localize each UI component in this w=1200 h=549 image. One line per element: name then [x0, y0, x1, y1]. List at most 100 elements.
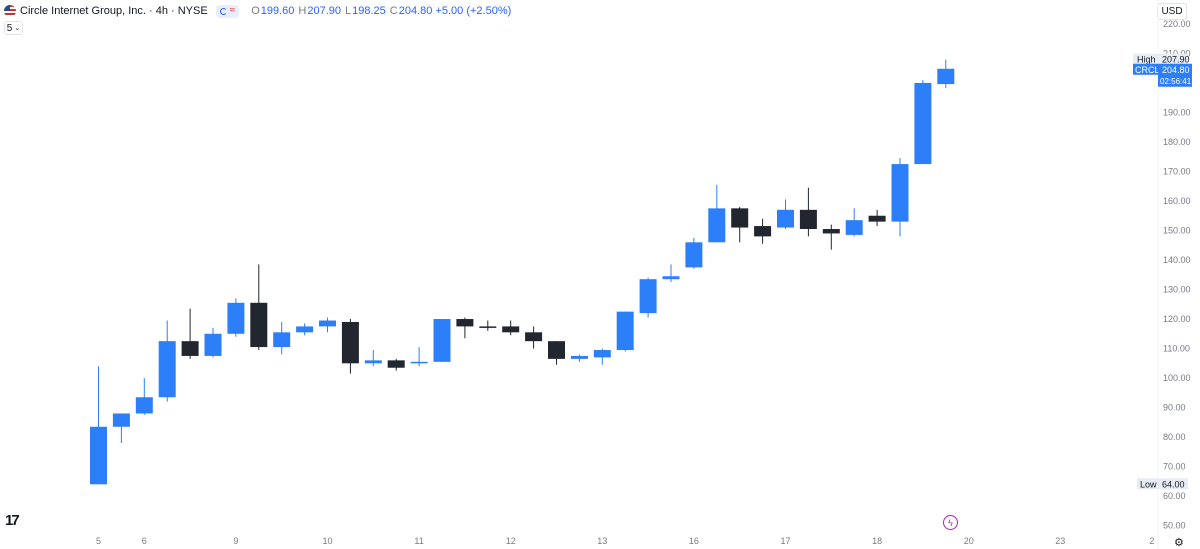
y-tick-label: 110.00 [1163, 344, 1190, 354]
chevron-down-icon: ⌄ [14, 25, 21, 32]
y-tick-label: 180.00 [1163, 137, 1191, 147]
candle-body[interactable] [593, 350, 611, 358]
candle-body[interactable] [227, 302, 245, 334]
y-tick-label: 140.00 [1163, 255, 1191, 265]
candle-body[interactable] [135, 397, 153, 414]
y-tick-label: 50.00 [1163, 521, 1186, 531]
candle-body[interactable] [914, 82, 932, 165]
compare-pill[interactable]: ≈ [215, 4, 240, 18]
countdown-label: 02:56:41 [1160, 77, 1192, 86]
tradingview-logo: 17 [5, 512, 20, 529]
last-symbol-label: CRCL [1135, 65, 1160, 75]
high-label: H [298, 5, 307, 17]
candle-body[interactable] [364, 360, 382, 364]
candle-body[interactable] [204, 333, 222, 356]
candle-body[interactable] [502, 326, 520, 333]
low-price-label: 64.00 [1162, 479, 1185, 489]
y-tick-label: 90.00 [1163, 403, 1186, 413]
interval-selector[interactable]: 5 ⌄ [4, 21, 23, 35]
candle-body[interactable] [250, 302, 268, 348]
candle-body[interactable] [799, 209, 817, 230]
y-tick-label: 220.00 [1163, 19, 1191, 29]
candle-body[interactable] [433, 319, 451, 362]
x-tick-label: 17 [780, 536, 790, 546]
candle-body[interactable] [90, 426, 107, 485]
symbol-title: Circle Internet Group, Inc. · 4h · NYSE [20, 5, 208, 17]
y-tick-label: 100.00 [1163, 373, 1191, 383]
candle-body[interactable] [479, 326, 497, 328]
low-tag-bg [1137, 478, 1158, 490]
x-tick-label: 18 [872, 536, 882, 546]
candle-body[interactable] [410, 361, 428, 364]
x-tick-label: 16 [689, 536, 699, 546]
candle-body[interactable] [158, 341, 176, 398]
x-tick-label: 11 [414, 536, 423, 546]
candle-body[interactable] [822, 229, 840, 234]
close-value: 204.80 +5.00 (+2.50%) [398, 5, 512, 17]
high-tag-bg [1133, 53, 1158, 65]
last-symbol-bg [1133, 63, 1158, 75]
candle-body[interactable] [868, 215, 886, 222]
y-tick-label: 120.00 [1163, 314, 1191, 324]
equals-icon: ≈ [229, 5, 236, 16]
chart-legend: Circle Internet Group, Inc. · 4h · NYSE … [4, 4, 511, 18]
y-tick-label: 60.00 [1163, 491, 1186, 501]
y-tick-label: 160.00 [1163, 196, 1191, 206]
candle-body[interactable] [754, 226, 772, 237]
moon-icon [219, 7, 227, 15]
open-label: O [251, 5, 260, 17]
candle-body[interactable] [319, 320, 336, 327]
low-label: L [345, 5, 352, 17]
x-tick-label: 5 [96, 536, 101, 546]
y-tick-label: 210.00 [1163, 48, 1191, 58]
y-tick-label: 80.00 [1163, 432, 1186, 442]
candle-body[interactable] [570, 355, 588, 359]
open-value: 199.60 [260, 5, 295, 17]
candle-body[interactable] [341, 321, 359, 364]
us-flag-icon [4, 5, 16, 17]
candle-body[interactable] [616, 311, 634, 351]
x-tick-label: 6 [142, 536, 147, 546]
candle-body[interactable] [387, 360, 405, 368]
bolt-icon[interactable]: ϟ [943, 515, 958, 530]
candle-body[interactable] [296, 326, 314, 333]
low-tag-label: Low [1140, 479, 1157, 489]
x-tick-label: 12 [506, 536, 516, 546]
high-value: 207.90 [307, 5, 342, 17]
last-price-bg [1158, 63, 1192, 87]
y-tick-label: 70.00 [1163, 462, 1186, 472]
candle-body[interactable] [708, 208, 726, 243]
y-tick-label: 150.00 [1163, 225, 1191, 235]
candle-body[interactable] [181, 341, 199, 356]
candle-body[interactable] [112, 413, 130, 427]
x-tick-label: 13 [597, 536, 607, 546]
candle-body[interactable] [525, 332, 543, 342]
low-price-bg [1158, 478, 1188, 490]
candle-body[interactable] [685, 242, 703, 268]
candle-body[interactable] [273, 332, 291, 348]
candle-body[interactable] [937, 68, 955, 85]
candle-body[interactable] [548, 341, 565, 359]
interval-label: 5 [6, 22, 13, 34]
x-tick-label: 2 [1149, 536, 1154, 546]
gear-icon[interactable]: ⚙ [1174, 537, 1184, 549]
high-price-bg [1158, 53, 1188, 65]
high-price-label: 207.90 [1162, 55, 1190, 65]
candle-body[interactable] [891, 164, 909, 222]
last-price-label: 204.80 [1162, 65, 1190, 75]
y-tick-label: 130.00 [1163, 285, 1191, 295]
close-label: C [389, 5, 398, 17]
low-value: 198.25 [352, 5, 386, 17]
candle-body[interactable] [777, 209, 794, 228]
y-tick-label: 170.00 [1163, 166, 1191, 176]
candle-body[interactable] [456, 319, 474, 327]
candle-body[interactable] [639, 279, 657, 314]
candle-body[interactable] [731, 208, 749, 228]
candle-body[interactable] [662, 276, 680, 280]
x-tick-label: 20 [964, 536, 974, 546]
x-tick-label: 9 [233, 536, 238, 546]
y-tick-label: 190.00 [1163, 107, 1191, 117]
candle-body[interactable] [845, 220, 863, 235]
x-tick-label: 23 [1055, 536, 1065, 546]
